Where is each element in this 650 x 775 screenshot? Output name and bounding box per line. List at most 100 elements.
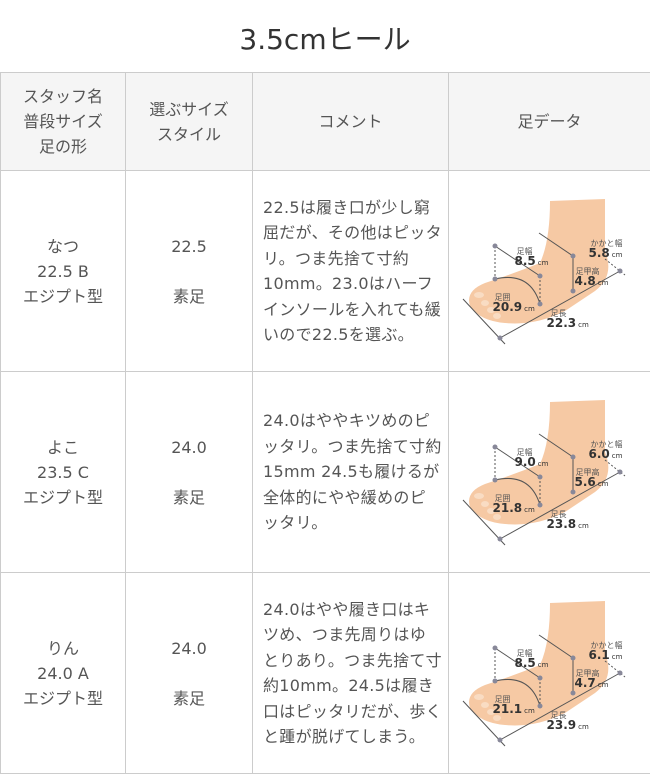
heel-value: 5.8 cm [589, 241, 623, 268]
size-table: スタッフ名 普段サイズ 足の形 選ぶサイズ スタイル コメント 足データ なつ 2… [0, 72, 650, 774]
header-size: 選ぶサイズ スタイル [125, 72, 253, 171]
unit-label: cm [524, 506, 535, 514]
unit-label: cm [524, 305, 535, 313]
girth-label: 足囲 [494, 695, 511, 704]
staff-usual-size: 23.5 C [37, 462, 89, 482]
width-value: 8.5 cm [515, 249, 549, 276]
instep-label: 足甲高 [575, 669, 600, 678]
value-text: 6.0 [588, 447, 610, 461]
instep-label: 足甲高 [575, 468, 600, 477]
chosen-size: 22.5 [171, 236, 207, 256]
foot-shape: エジプト型 [22, 688, 103, 708]
heel-value: 6.0 cm [589, 442, 623, 469]
foot-illustration [462, 601, 625, 747]
value-text: 8.5 [514, 254, 536, 268]
table-row: なつ 22.5 B エジプト型 22.5 素足 22.5は履き口が少し窮屈だが、その他… [0, 170, 650, 372]
value-text: 5.8 [588, 246, 610, 260]
staff-name: よこ [46, 437, 79, 457]
value-text: 8.5 [514, 656, 536, 670]
value-text: 22.3 [546, 316, 577, 330]
unit-label: cm [611, 653, 623, 661]
foot-shape: エジプト型 [22, 487, 103, 507]
page-title: 3.5cmヒール [239, 23, 411, 56]
foot-data-cell: 足幅 9.0 cm かかと幅 6.0 cm 足甲高 5.6 cm 足囲 21.8 cm … [448, 371, 650, 573]
header-comment: コメント [252, 72, 449, 171]
staff-name: なつ [46, 236, 79, 256]
instep-value: 4.7 cm [575, 671, 609, 698]
length-label: 足長 [550, 711, 567, 720]
length-value: 22.3 cm [547, 311, 589, 338]
unit-label: cm [578, 522, 589, 530]
foot-illustration [462, 199, 625, 345]
staff-cell: なつ 22.5 B エジプト型 [0, 170, 126, 372]
heel-label: かかと幅 [590, 641, 623, 650]
girth-label: 足囲 [494, 494, 511, 503]
heel-value: 6.1 cm [589, 643, 623, 670]
style: 素足 [172, 286, 205, 306]
girth-value: 21.8 cm [493, 496, 535, 523]
staff-usual-size: 22.5 B [37, 261, 89, 281]
unit-label: cm [537, 259, 549, 267]
foot-data-cell: 足幅 8.5 cm かかと幅 6.1 cm 足甲高 4.7 cm 足囲 21.1 cm … [448, 572, 650, 774]
foot-diagram: 足幅 8.5 cm かかと幅 5.8 cm 足甲高 4.8 cm 足囲 20.9 cm … [455, 191, 645, 351]
unit-label: cm [611, 452, 623, 460]
value-text: 6.1 [588, 648, 610, 662]
style: 素足 [172, 487, 205, 507]
chosen-size: 24.0 [171, 437, 207, 457]
girth-label: 足囲 [494, 293, 511, 302]
heel-label: かかと幅 [590, 440, 623, 449]
value-text: 5.6 [574, 475, 596, 489]
value-text: 21.8 [492, 501, 523, 515]
unit-label: cm [537, 460, 549, 468]
foot-illustration [462, 400, 625, 546]
comment-cell: 24.0はややキツめのピッタリ。つま先捨て寸約15mm 24.5も履けるが全体的… [252, 371, 449, 573]
width-label: 足幅 [516, 649, 533, 658]
value-text: 21.1 [492, 702, 523, 716]
unit-label: cm [597, 279, 609, 287]
width-label: 足幅 [516, 448, 533, 457]
staff-cell: りん 24.0 A エジプト型 [0, 572, 126, 774]
value-text: 4.8 [574, 274, 596, 288]
foot-shape: エジプト型 [22, 286, 103, 306]
girth-value: 20.9 cm [493, 295, 535, 322]
instep-value: 4.8 cm [575, 269, 609, 296]
foot-diagram: 足幅 8.5 cm かかと幅 6.1 cm 足甲高 4.7 cm 足囲 21.1 cm … [455, 593, 645, 753]
staff-usual-size: 24.0 A [37, 663, 89, 683]
header-staff: スタッフ名 普段サイズ 足の形 [0, 72, 126, 171]
foot-data-cell: 足幅 8.5 cm かかと幅 5.8 cm 足甲高 4.8 cm 足囲 20.9 cm … [448, 170, 650, 372]
unit-label: cm [597, 681, 609, 689]
width-value: 8.5 cm [515, 651, 549, 678]
header-foot-data: 足データ [448, 72, 650, 171]
choose-cell: 24.0 素足 [125, 371, 253, 573]
value-text: 20.9 [492, 300, 523, 314]
value-text: 23.9 [546, 718, 577, 732]
unit-label: cm [597, 480, 609, 488]
heel-label: かかと幅 [590, 239, 623, 248]
unit-label: cm [578, 723, 589, 731]
chosen-size: 24.0 [171, 638, 207, 658]
unit-label: cm [611, 251, 623, 259]
comment-cell: 24.0はやや履き口はキツめ、つま先周りはゆとりあり。つま先捨て寸約10mm。2… [252, 572, 449, 774]
length-label: 足長 [550, 510, 567, 519]
length-label: 足長 [550, 309, 567, 318]
style: 素足 [172, 688, 205, 708]
length-value: 23.8 cm [547, 512, 589, 539]
foot-diagram: 足幅 9.0 cm かかと幅 6.0 cm 足甲高 5.6 cm 足囲 21.8 cm … [455, 392, 645, 552]
value-text: 4.7 [574, 676, 596, 690]
table-row: よこ 23.5 C エジプト型 24.0 素足 24.0はややキツめのピッタリ。つま先… [0, 371, 650, 573]
length-value: 23.9 cm [547, 713, 589, 740]
width-label: 足幅 [516, 247, 533, 256]
unit-label: cm [524, 707, 535, 715]
unit-label: cm [537, 661, 549, 669]
choose-cell: 22.5 素足 [125, 170, 253, 372]
header-row: スタッフ名 普段サイズ 足の形 選ぶサイズ スタイル コメント 足データ [0, 72, 650, 171]
girth-value: 21.1 cm [493, 697, 535, 724]
staff-name: りん [46, 638, 79, 658]
value-text: 23.8 [546, 517, 577, 531]
value-text: 9.0 [514, 455, 536, 469]
staff-cell: よこ 23.5 C エジプト型 [0, 371, 126, 573]
comment-cell: 22.5は履き口が少し窮屈だが、その他はピッタリ。つま先捨て寸約10mm。23.… [252, 170, 449, 372]
unit-label: cm [578, 321, 589, 329]
choose-cell: 24.0 素足 [125, 572, 253, 774]
instep-label: 足甲高 [575, 267, 600, 276]
